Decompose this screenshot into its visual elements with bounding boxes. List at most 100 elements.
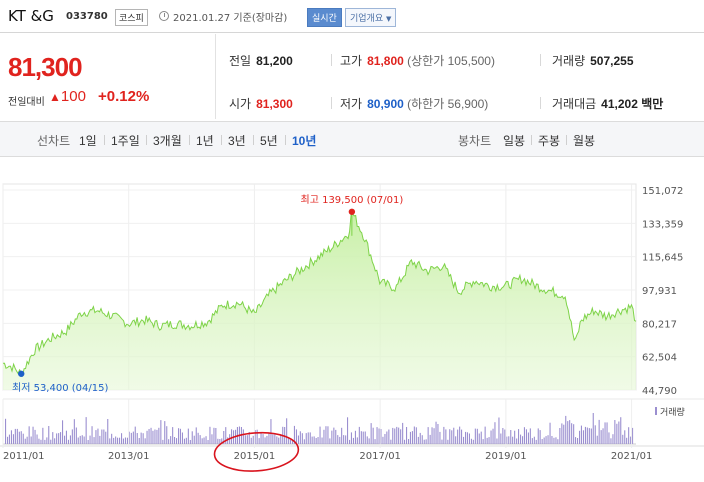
x-tick-label: 2015/01	[234, 451, 276, 462]
volume-bar	[565, 415, 567, 444]
volume-bar	[335, 429, 337, 444]
volume-bar	[417, 436, 419, 444]
volume-bar	[535, 439, 537, 444]
tab-1w[interactable]: 1주일	[111, 134, 140, 148]
stat-prev-close: 전일 81,200	[229, 52, 293, 69]
volume-bar	[270, 419, 272, 444]
tab-1y[interactable]: 1년	[196, 134, 214, 148]
volume-bar	[136, 433, 138, 444]
volume-bar	[58, 433, 60, 444]
volume-bar	[213, 427, 215, 444]
tab-weekly-candle[interactable]: 주봉	[538, 134, 561, 148]
volume-bar	[553, 437, 555, 444]
volume-bar	[201, 438, 203, 444]
tab-3m[interactable]: 3개월	[153, 134, 182, 148]
volume-bar	[219, 439, 221, 444]
volume-bar	[484, 426, 486, 444]
realtime-button[interactable]: 실시간	[307, 8, 342, 27]
price-chart[interactable]: 151,072 133,359 115,645 97,931 80,217 62,504 4…	[0, 158, 704, 482]
volume-bar	[571, 423, 573, 444]
chevron-down-icon: ▼	[386, 15, 392, 23]
volume-bar	[315, 438, 317, 444]
volume-bar	[7, 436, 9, 444]
volume-bar	[258, 438, 260, 444]
volume-bar	[333, 427, 335, 444]
stock-header: KT &G 033780 코스피 2021.01.27 기준(장마감) 실시간 …	[0, 0, 704, 33]
tab-5y[interactable]: 5년	[260, 134, 278, 148]
volume-bar	[146, 430, 148, 444]
tab-monthly-candle[interactable]: 월봉	[573, 134, 596, 148]
volume-bar	[406, 427, 408, 444]
volume-bar	[518, 429, 520, 444]
volume-bar	[388, 429, 390, 444]
volume-bar	[321, 437, 323, 444]
volume-bar	[288, 437, 290, 444]
volume-bar	[174, 437, 176, 444]
volume-bar	[588, 428, 590, 444]
volume-bar	[470, 438, 472, 444]
stock-code: 033780	[66, 11, 108, 22]
volume-bar	[34, 429, 36, 444]
volume-bar	[575, 437, 577, 444]
stat-label: 고가	[340, 54, 363, 68]
volume-bar	[594, 425, 596, 444]
volume-bar	[130, 432, 132, 444]
volume-bar	[404, 439, 406, 444]
volume-bar	[478, 433, 480, 444]
volume-bar	[183, 438, 185, 444]
volume-bar	[468, 433, 470, 444]
volume-bar	[113, 437, 115, 444]
volume-bar	[242, 429, 244, 444]
volume-bar	[148, 429, 150, 444]
volume-bar	[266, 435, 268, 444]
volume-bar	[193, 435, 195, 444]
volume-bar	[317, 437, 319, 444]
volume-bar	[380, 429, 382, 444]
x-tick-label: 2011/01	[3, 451, 45, 462]
volume-bar	[537, 428, 539, 444]
volume-bar	[248, 432, 250, 444]
volume-bar	[541, 439, 543, 444]
volume-bar	[115, 436, 117, 444]
volume-bar	[170, 436, 172, 444]
volume-bar	[150, 427, 152, 444]
tab-daily-candle[interactable]: 일봉	[503, 134, 526, 148]
volume-bar	[179, 428, 181, 444]
volume-bar	[602, 428, 604, 444]
volume-bar	[590, 428, 592, 444]
volume-bar	[498, 417, 500, 444]
volume-bar	[109, 438, 111, 444]
volume-bar	[527, 432, 529, 444]
volume-bar	[419, 432, 421, 444]
volume-bar	[67, 439, 69, 444]
volume-bar	[126, 437, 128, 444]
volume-bar	[60, 432, 62, 444]
volume-bar	[439, 431, 441, 444]
volume-bar	[215, 428, 217, 444]
volume-bar	[178, 428, 180, 444]
volume-bar	[427, 427, 429, 444]
stat-value: 81,800	[367, 54, 404, 68]
volume-bar	[246, 435, 248, 444]
volume-bar	[280, 434, 282, 444]
tab-10y[interactable]: 10년	[292, 134, 317, 148]
tab-1d[interactable]: 1일	[79, 134, 97, 148]
line-chart-label: 선차트	[37, 134, 71, 148]
volume-bar	[569, 420, 571, 444]
tab-3y[interactable]: 3년	[228, 134, 246, 148]
volume-bar	[610, 438, 612, 444]
volume-bar	[197, 432, 199, 444]
volume-bar	[286, 418, 288, 444]
volume-bar	[626, 437, 628, 444]
volume-bar	[604, 422, 606, 444]
volume-bar	[217, 438, 219, 444]
company-info-dropdown[interactable]: 기업개요 ▼	[345, 8, 397, 27]
volume-bar	[551, 436, 553, 444]
volume-bar	[152, 430, 154, 444]
stat-open: 시가 81,300	[229, 95, 293, 112]
low-marker	[18, 370, 25, 377]
volume-bar	[99, 435, 101, 444]
high-marker	[348, 208, 356, 215]
change-amount: ▲100	[49, 88, 86, 105]
volume-bar	[199, 435, 201, 444]
